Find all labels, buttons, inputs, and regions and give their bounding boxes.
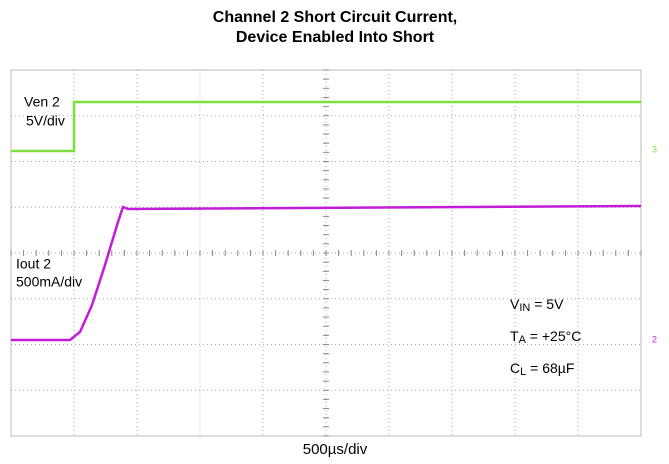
- condition-value: = 68µF: [526, 360, 574, 376]
- condition-symbol: T: [510, 328, 519, 344]
- condition-value: = +25°C: [526, 328, 581, 344]
- conditions: VIN = 5V TA = +25°C CL = 68µF: [510, 296, 581, 378]
- ven-trace: [11, 100, 641, 153]
- condition-symbol: C: [510, 360, 520, 376]
- condition-subscript: IN: [519, 302, 530, 314]
- grid: [10, 69, 642, 437]
- chart-title: Device Enabled Into Short: [236, 29, 435, 46]
- condition-subscript: L: [520, 366, 526, 378]
- channel-marker: 2: [652, 334, 657, 344]
- condition-value: = 5V: [530, 296, 564, 312]
- condition: TA = +25°C: [510, 328, 581, 346]
- trace-name: Iout 2: [16, 256, 51, 272]
- channel-marker: 3: [652, 144, 657, 154]
- condition-symbol: V: [510, 296, 520, 312]
- condition: VIN = 5V: [510, 296, 564, 314]
- trace-scale: 500mA/div: [16, 274, 82, 290]
- timebase: 500µs/div: [303, 441, 368, 458]
- chart-title: Channel 2 Short Circuit Current,: [213, 9, 457, 26]
- iout-trace: [11, 204, 642, 342]
- condition: CL = 68µF: [510, 360, 574, 378]
- trace-scale: 5V/div: [26, 113, 65, 129]
- trace-name: Ven 2: [24, 94, 60, 110]
- condition-subscript: A: [519, 334, 527, 346]
